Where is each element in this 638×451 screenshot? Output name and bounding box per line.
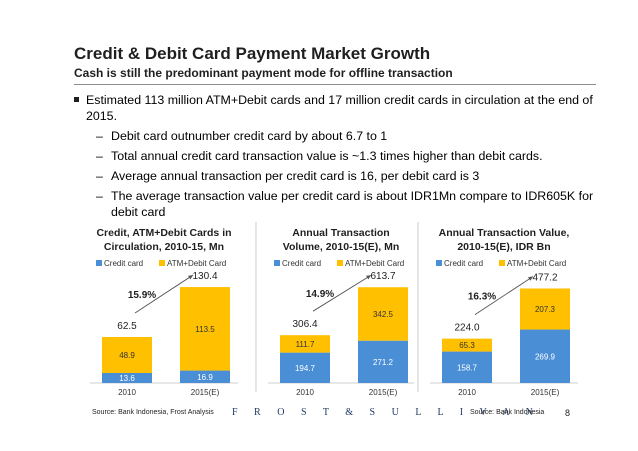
data-label-credit: 194.7: [295, 364, 316, 373]
bar-debit: [180, 287, 230, 371]
x-tick-label: 2010: [458, 388, 476, 397]
sub-bullet-text: Debit card outnumber credit card by abou…: [111, 129, 388, 143]
bar-debit: [280, 335, 330, 353]
sub-bullet: – Debit card outnumber credit card by abo…: [74, 128, 594, 144]
x-tick-label: 2015(E): [191, 388, 220, 397]
bar-credit: [358, 340, 408, 383]
source-left: Source: Bank Indonesia, Frost Analysis: [92, 409, 214, 416]
arrow-head-icon: [366, 275, 371, 280]
dash-icon: –: [96, 189, 103, 203]
x-tick-label: 2010: [296, 388, 314, 397]
chart-title: 2010-15(E), IDR Bn: [457, 241, 550, 253]
sub-bullet: – Total annual credit card transaction va…: [74, 148, 594, 164]
total-label: 477.2: [532, 272, 557, 283]
sub-bullet-text: The average transaction value per credit…: [111, 189, 594, 219]
growth-arrow: [134, 274, 194, 314]
x-tick-label: 2010: [118, 388, 136, 397]
data-label-credit: 158.7: [457, 363, 478, 372]
cagr-label: 14.9%: [306, 289, 334, 300]
dash-icon: –: [96, 169, 103, 183]
legend-swatch-debit: [159, 260, 165, 266]
bar-credit: [280, 352, 330, 383]
data-label-credit: 16.9: [197, 373, 213, 382]
chart-title: Circulation, 2010-15, Mn: [104, 241, 224, 253]
legend-label: Credit card: [444, 259, 483, 268]
bar-debit: [102, 337, 152, 373]
frost-sullivan-logo: F R O S T & S U L L I V A N: [232, 407, 540, 418]
total-label: 613.7: [370, 271, 395, 282]
growth-arrow: [474, 276, 534, 316]
legend-label: Credit card: [104, 259, 143, 268]
page-number: 8: [565, 408, 571, 418]
arrow-head-icon: [528, 276, 533, 281]
legend-swatch-credit: [274, 260, 280, 266]
total-label: 62.5: [117, 321, 137, 332]
title-divider: [74, 84, 596, 85]
data-label-credit: 271.2: [373, 358, 394, 367]
legend-swatch-credit: [96, 260, 102, 266]
x-tick-label: 2015(E): [531, 388, 560, 397]
sub-bullet-text: Average annual transaction per credit ca…: [111, 169, 480, 183]
sub-bullet-text: Total annual credit card transaction val…: [111, 149, 543, 163]
legend-label: ATM+Debit Card: [167, 259, 226, 268]
sub-bullet: – The average transaction value per credi…: [74, 188, 594, 220]
bullet-main: Estimated 113 million ATM+Debit cards an…: [74, 92, 594, 124]
total-label: 130.4: [192, 271, 217, 282]
data-label-credit: 269.9: [535, 352, 556, 361]
bar-credit: [442, 351, 492, 383]
chart-title: Volume, 2010-15(E), Mn: [283, 241, 400, 253]
bar-credit: [102, 372, 152, 383]
data-label-credit: 13.6: [119, 374, 135, 383]
chart-title: Annual Transaction Value,: [439, 227, 570, 239]
data-label-debit: 342.5: [373, 310, 394, 319]
legend-label: Credit card: [282, 259, 321, 268]
legend-swatch-debit: [337, 260, 343, 266]
growth-arrow: [312, 274, 372, 312]
total-label: 306.4: [292, 319, 317, 330]
bullet-main-text: Estimated 113 million ATM+Debit cards an…: [86, 93, 593, 123]
cagr-label: 15.9%: [128, 290, 156, 301]
data-label-debit: 111.7: [296, 340, 315, 349]
bar-debit: [442, 338, 492, 352]
chart-title: Annual Transaction: [292, 227, 389, 239]
bullet-list: Estimated 113 million ATM+Debit cards an…: [74, 92, 594, 220]
chart-title: Credit, ATM+Debit Cards in: [96, 227, 231, 239]
data-label-debit: 48.9: [119, 351, 135, 360]
bar-debit: [520, 288, 570, 330]
data-label-debit: 113.5: [195, 325, 215, 334]
legend-label: ATM+Debit Card: [345, 259, 404, 268]
cagr-label: 16.3%: [468, 292, 496, 303]
bar-debit: [358, 287, 408, 341]
data-label-debit: 207.3: [535, 305, 556, 314]
bar-credit: [520, 329, 570, 383]
legend-swatch-credit: [436, 260, 442, 266]
sub-bullet: – Average annual transaction per credit c…: [74, 168, 594, 184]
source-right: Source: Bank Indonesia: [470, 409, 545, 416]
dash-icon: –: [96, 129, 103, 143]
dash-icon: –: [96, 149, 103, 163]
x-tick-label: 2015(E): [369, 388, 398, 397]
page-subtitle: Cash is still the predominant payment mo…: [74, 66, 453, 80]
legend-swatch-debit: [499, 260, 505, 266]
page-title: Credit & Debit Card Payment Market Growt…: [74, 44, 431, 63]
total-label: 224.0: [454, 323, 479, 334]
bar-credit: [180, 370, 230, 383]
arrow-head-icon: [188, 275, 193, 280]
legend-label: ATM+Debit Card: [507, 259, 566, 268]
data-label-debit: 65.3: [459, 341, 475, 350]
